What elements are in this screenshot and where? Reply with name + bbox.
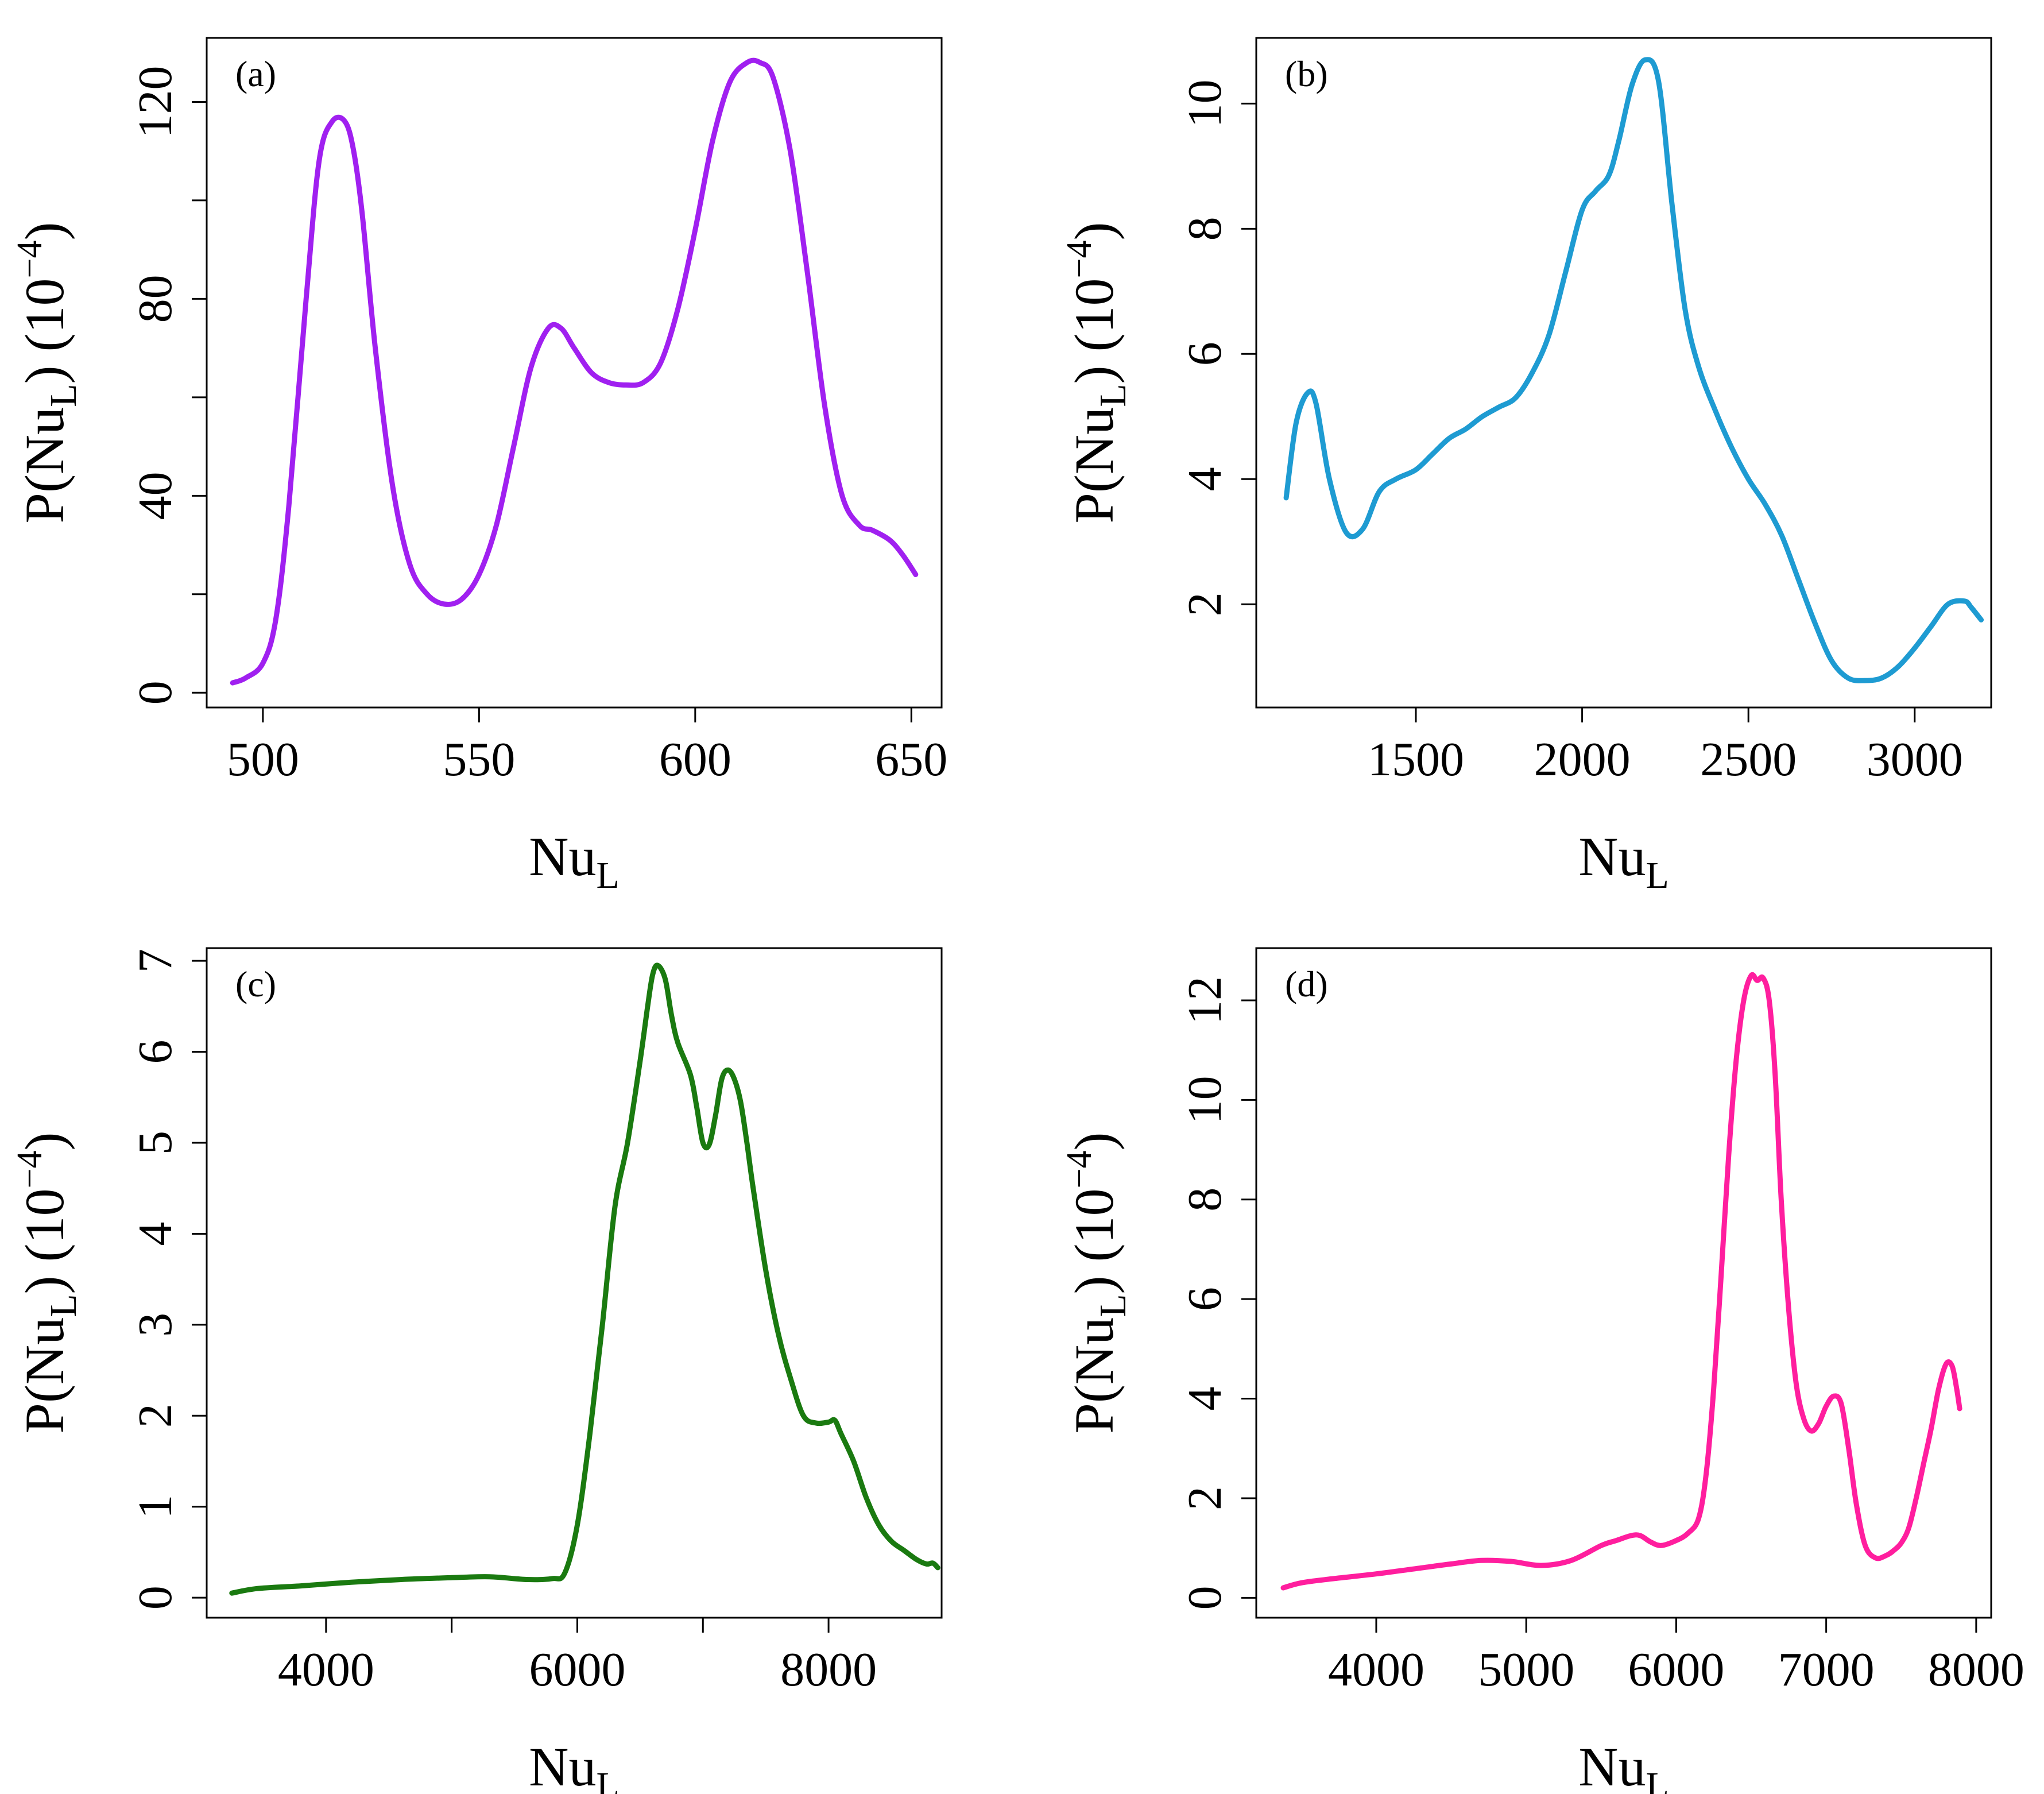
y-tick-label: 10 bbox=[1178, 1076, 1232, 1124]
y-tick-label: 4 bbox=[1178, 467, 1232, 491]
y-axis-label-unit: ) (10 bbox=[1063, 1188, 1125, 1294]
x-tick-label: 2500 bbox=[1700, 733, 1797, 786]
x-axis-label-subscript: L bbox=[597, 855, 620, 896]
y-axis-label-exponent: −4 bbox=[1060, 241, 1099, 279]
plot-frame bbox=[206, 37, 943, 709]
y-axis-label-exponent: −4 bbox=[10, 1151, 49, 1189]
y-tick-label: 2 bbox=[129, 1404, 182, 1428]
y-tick-label: 5 bbox=[129, 1131, 182, 1155]
x-tick-label: 8000 bbox=[1928, 1643, 2024, 1696]
y-axis-label-subscript: L bbox=[42, 1294, 84, 1317]
y-tick-label: 80 bbox=[129, 274, 182, 323]
y-tick-label: 4 bbox=[1178, 1387, 1232, 1411]
y-tick-label: 6 bbox=[129, 1040, 182, 1064]
y-axis-label: P(NuL) (10−4) bbox=[1060, 222, 1134, 524]
x-tick-label: 7000 bbox=[1778, 1643, 1875, 1696]
y-tick-label: 8 bbox=[1178, 1188, 1232, 1212]
density-curve bbox=[1280, 972, 1962, 1591]
x-tick-label: 550 bbox=[443, 733, 515, 786]
y-tick-label: 40 bbox=[129, 471, 182, 520]
x-tick-label: 5000 bbox=[1478, 1643, 1574, 1696]
y-tick-label: 120 bbox=[129, 65, 182, 138]
y-axis-label-subscript: L bbox=[1092, 384, 1134, 407]
y-axis-label-end: ) bbox=[14, 222, 75, 241]
y-axis-label: P(NuL) (10−4) bbox=[10, 222, 84, 524]
y-axis-label: P(NuL) (10−4) bbox=[10, 1132, 84, 1434]
density-curve bbox=[1283, 57, 1984, 683]
y-axis-label-p: P(Nu bbox=[14, 407, 75, 524]
x-axis-label: NuL bbox=[1578, 826, 1669, 896]
plot-frame bbox=[206, 947, 943, 1619]
x-axis-label-subscript: L bbox=[597, 1765, 620, 1794]
x-tick-label: 600 bbox=[659, 733, 731, 786]
y-tick-label: 10 bbox=[1178, 79, 1232, 127]
x-tick-label: 1500 bbox=[1368, 733, 1464, 786]
y-axis-label-exponent: −4 bbox=[10, 241, 49, 279]
x-axis-label: NuL bbox=[529, 1736, 620, 1794]
x-tick-label: 3000 bbox=[1867, 733, 1963, 786]
x-axis-label: NuL bbox=[529, 826, 620, 896]
y-axis-label-p: P(Nu bbox=[1063, 1317, 1125, 1434]
y-axis-label-exponent: −4 bbox=[1060, 1151, 1099, 1189]
y-axis-label-unit: ) (10 bbox=[14, 278, 75, 384]
x-axis-label-subscript: L bbox=[1646, 855, 1669, 896]
panel-label: (a) bbox=[235, 53, 276, 94]
y-axis-label-end: ) bbox=[14, 1132, 75, 1151]
plot-frame bbox=[1255, 947, 1992, 1619]
density-curve bbox=[230, 57, 919, 686]
x-tick-label: 8000 bbox=[780, 1643, 877, 1696]
density-curve bbox=[229, 962, 940, 1596]
x-tick-label: 6000 bbox=[529, 1643, 625, 1696]
y-tick-label: 0 bbox=[1178, 1586, 1232, 1610]
x-axis-label-subscript: L bbox=[1646, 1765, 1669, 1794]
y-axis-label-p: P(Nu bbox=[14, 1317, 75, 1434]
x-tick-label: 4000 bbox=[278, 1643, 374, 1696]
x-tick-label: 650 bbox=[875, 733, 947, 786]
y-axis-label-p: P(Nu bbox=[1063, 407, 1125, 524]
x-axis-label: NuL bbox=[1578, 1736, 1669, 1794]
x-axis-label-main: Nu bbox=[1578, 1736, 1646, 1794]
y-tick-label: 4 bbox=[129, 1221, 182, 1246]
panel-label: (d) bbox=[1285, 964, 1328, 1004]
plot-frame bbox=[1255, 37, 1992, 709]
x-tick-label: 6000 bbox=[1628, 1643, 1724, 1696]
y-tick-label: 12 bbox=[1178, 976, 1232, 1024]
y-tick-label: 1 bbox=[129, 1495, 182, 1519]
y-tick-label: 2 bbox=[1178, 592, 1232, 616]
y-tick-label: 2 bbox=[1178, 1486, 1232, 1510]
y-tick-label: 7 bbox=[129, 949, 182, 973]
y-axis-label-end: ) bbox=[1063, 222, 1125, 241]
y-axis-label-subscript: L bbox=[1092, 1294, 1134, 1317]
y-axis-label-unit: ) (10 bbox=[1063, 278, 1125, 384]
y-axis-label-end: ) bbox=[1063, 1132, 1125, 1151]
x-tick-label: 500 bbox=[227, 733, 299, 786]
x-axis-label-main: Nu bbox=[529, 1736, 596, 1794]
y-tick-label: 0 bbox=[129, 1586, 182, 1610]
y-tick-label: 8 bbox=[1178, 216, 1232, 241]
y-axis-label: P(NuL) (10−4) bbox=[1060, 1132, 1134, 1434]
x-tick-label: 2000 bbox=[1534, 733, 1631, 786]
x-axis-label-main: Nu bbox=[1578, 826, 1646, 887]
x-tick-label: 4000 bbox=[1328, 1643, 1424, 1696]
y-tick-label: 3 bbox=[129, 1313, 182, 1337]
panel-label: (b) bbox=[1285, 53, 1328, 94]
x-axis-label-main: Nu bbox=[529, 826, 596, 887]
y-tick-label: 6 bbox=[1178, 342, 1232, 366]
panel-label: (c) bbox=[235, 964, 276, 1004]
y-axis-label-subscript: L bbox=[42, 384, 84, 407]
y-tick-label: 0 bbox=[129, 681, 182, 705]
y-axis-label-unit: ) (10 bbox=[14, 1188, 75, 1294]
y-tick-label: 6 bbox=[1178, 1287, 1232, 1311]
